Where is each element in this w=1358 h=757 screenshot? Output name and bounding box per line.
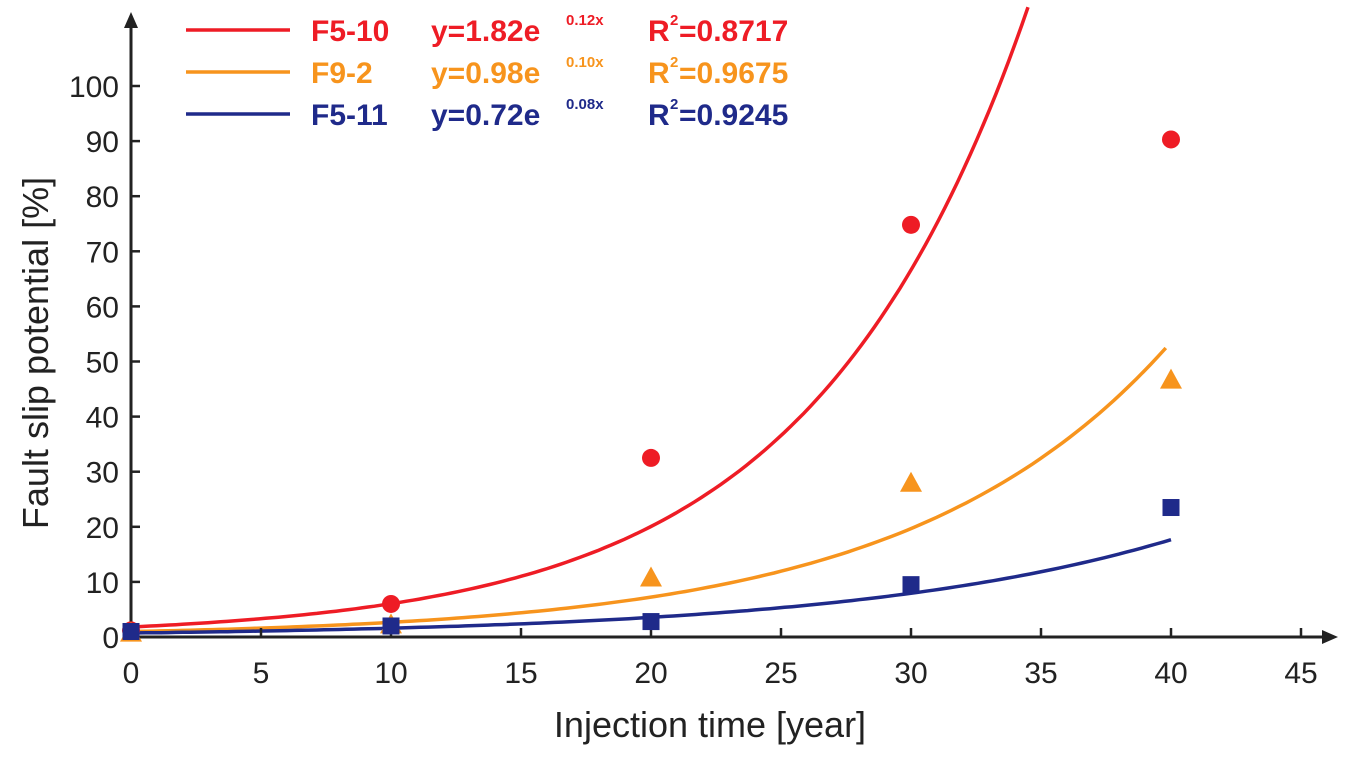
- legend-exponent: 0.08x: [566, 96, 604, 113]
- x-tick-label: 5: [253, 657, 270, 690]
- marker-f5-11: [642, 613, 660, 631]
- legend-entry-f5-10: F5-10 y=1.82e 0.12x R 2 =0.8717: [186, 12, 788, 48]
- x-tick-label: 30: [894, 657, 927, 690]
- fit-curve-f5-10: [130, 6, 1030, 629]
- marker-f9-2: [900, 471, 922, 492]
- y-tick-label: 100: [69, 71, 119, 104]
- x-tick-label: 25: [764, 657, 797, 690]
- y-tick-label: 0: [102, 622, 119, 655]
- y-tick-label: 90: [86, 126, 119, 159]
- legend-series-name: F5-11: [311, 99, 388, 132]
- y-tick-label: 70: [86, 236, 119, 269]
- marker-f5-11: [382, 617, 400, 635]
- marker-f9-2: [640, 566, 662, 587]
- legend-r2-exponent: 2: [670, 12, 678, 29]
- legend-entry-f5-11: F5-11 y=0.72e 0.08x R 2 =0.9245: [186, 96, 788, 132]
- marker-f5-10: [902, 215, 920, 234]
- y-axis-arrow: [124, 12, 138, 28]
- legend-exponent: 0.12x: [566, 12, 604, 29]
- x-tick-label: 0: [123, 657, 140, 690]
- marker-f5-11: [1162, 499, 1180, 517]
- y-tick-label: 30: [86, 457, 119, 490]
- x-tick-label: 40: [1154, 657, 1187, 690]
- marker-f5-11: [122, 622, 140, 640]
- legend-exponent: 0.10x: [566, 54, 604, 71]
- x-tick-label: 20: [634, 657, 667, 690]
- legend-equation: y=0.98e: [431, 57, 540, 90]
- y-tick-label: 80: [86, 181, 119, 214]
- y-tick-label: 10: [86, 567, 119, 600]
- legend-equation: y=0.72e: [431, 99, 540, 132]
- marker-f5-10: [382, 594, 400, 613]
- x-tick-label: 45: [1284, 657, 1317, 690]
- fit-curve-f9-2: [130, 346, 1168, 634]
- legend-r2-label: R: [648, 15, 670, 48]
- legend-r2-label: R: [648, 99, 670, 132]
- legend-equation: y=1.82e: [431, 15, 540, 48]
- y-tick-label: 60: [86, 291, 119, 324]
- y-tick-label: 20: [86, 512, 119, 545]
- marker-f5-10: [642, 448, 660, 467]
- marker-f5-11: [902, 576, 920, 594]
- y-axis-title: Fault slip potential [%]: [15, 177, 56, 529]
- legend-r2-label: R: [648, 57, 670, 90]
- y-tick-label: 50: [86, 347, 119, 380]
- legend-r2-value: =0.8717: [679, 15, 788, 48]
- marker-f5-10: [1162, 130, 1180, 149]
- marker-f9-2: [1160, 368, 1182, 389]
- legend-r2-exponent: 2: [670, 96, 678, 113]
- legend-entry-f9-2: F9-2 y=0.98e 0.10x R 2 =0.9675: [186, 54, 788, 90]
- x-axis-title: Injection time [year]: [554, 704, 866, 745]
- x-tick-label: 35: [1024, 657, 1057, 690]
- legend-r2-value: =0.9675: [679, 57, 788, 90]
- legend-r2-value: =0.9245: [679, 99, 788, 132]
- legend-series-name: F5-10: [311, 15, 389, 48]
- axes: 0 5 10 15 20 25 30 35 40 45 0 10 20 30 40 50 60 70 80 90 100: [69, 12, 1338, 690]
- x-tick-label: 10: [374, 657, 407, 690]
- x-tick-label: 15: [504, 657, 537, 690]
- legend-series-name: F9-2: [311, 57, 373, 90]
- y-tick-label: 40: [86, 402, 119, 435]
- x-axis-arrow: [1322, 630, 1338, 644]
- legend-r2-exponent: 2: [670, 54, 678, 71]
- data-markers: [120, 130, 1182, 642]
